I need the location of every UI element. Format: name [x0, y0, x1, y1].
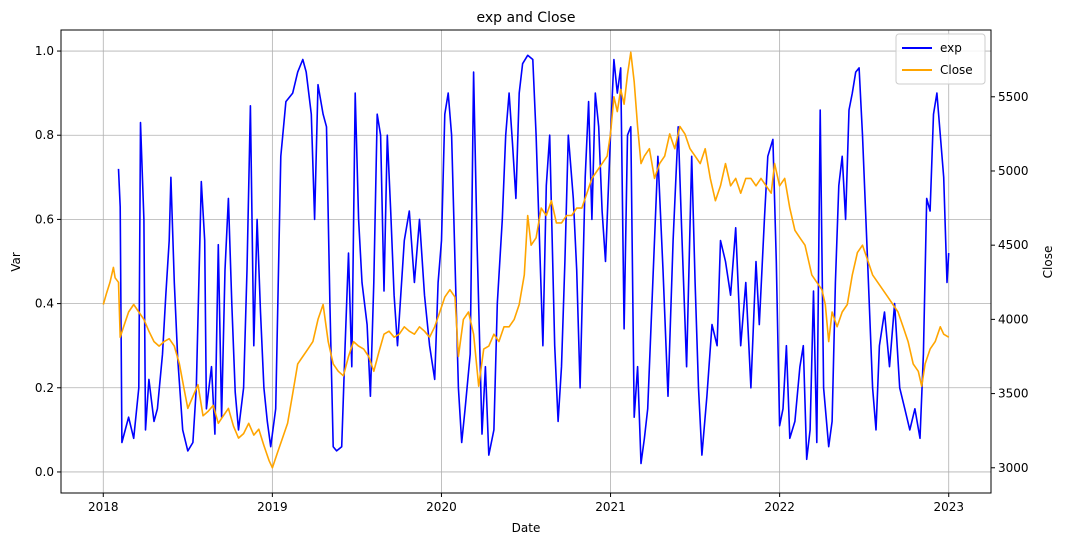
y-axis-right: 3000 3500 4000 4500 5000 5500: [991, 90, 1029, 475]
y-right-tick-label: 3500: [998, 387, 1029, 401]
legend-label-exp: exp: [940, 41, 962, 55]
y-tick-label: 0.2: [35, 381, 54, 395]
legend-label-close: Close: [940, 63, 973, 77]
x-tick-label: 2018: [88, 500, 119, 514]
y-tick-label: 0.8: [35, 128, 54, 142]
y-right-tick-label: 4000: [998, 312, 1029, 326]
x-tick-label: 2020: [426, 500, 457, 514]
y-right-tick-label: 5500: [998, 90, 1029, 104]
y-tick-label: 1.0: [35, 44, 54, 58]
plot-frame: [60, 29, 992, 494]
y-right-tick-label: 3000: [998, 461, 1029, 475]
legend-box: [895, 33, 986, 85]
y-axis-title: Var: [9, 252, 23, 272]
x-axis-title: Date: [512, 521, 541, 535]
series-layer: [102, 51, 950, 469]
chart-title: exp and Close: [477, 10, 576, 26]
x-tick-label: 2022: [764, 500, 795, 514]
legend: exp Close: [895, 33, 986, 85]
x-axis: 2018 2019 2020 2021 2022 2023: [88, 493, 964, 514]
x-tick-label: 2019: [257, 500, 288, 514]
x-tick-label: 2023: [933, 500, 964, 514]
y-tick-label: 0.0: [35, 465, 54, 479]
y-right-tick-label: 4500: [998, 238, 1029, 252]
y-axis-right-title: Close: [1041, 246, 1055, 279]
series-line-exp: [117, 54, 950, 465]
series-line-close: [102, 51, 950, 469]
y-right-tick-label: 5000: [998, 164, 1029, 178]
y-tick-label: 0.6: [35, 212, 54, 226]
y-axis-left: 0.0 0.2 0.4 0.6 0.8 1.0: [35, 44, 61, 479]
x-tick-label: 2021: [595, 500, 626, 514]
y-tick-label: 0.4: [35, 297, 54, 311]
